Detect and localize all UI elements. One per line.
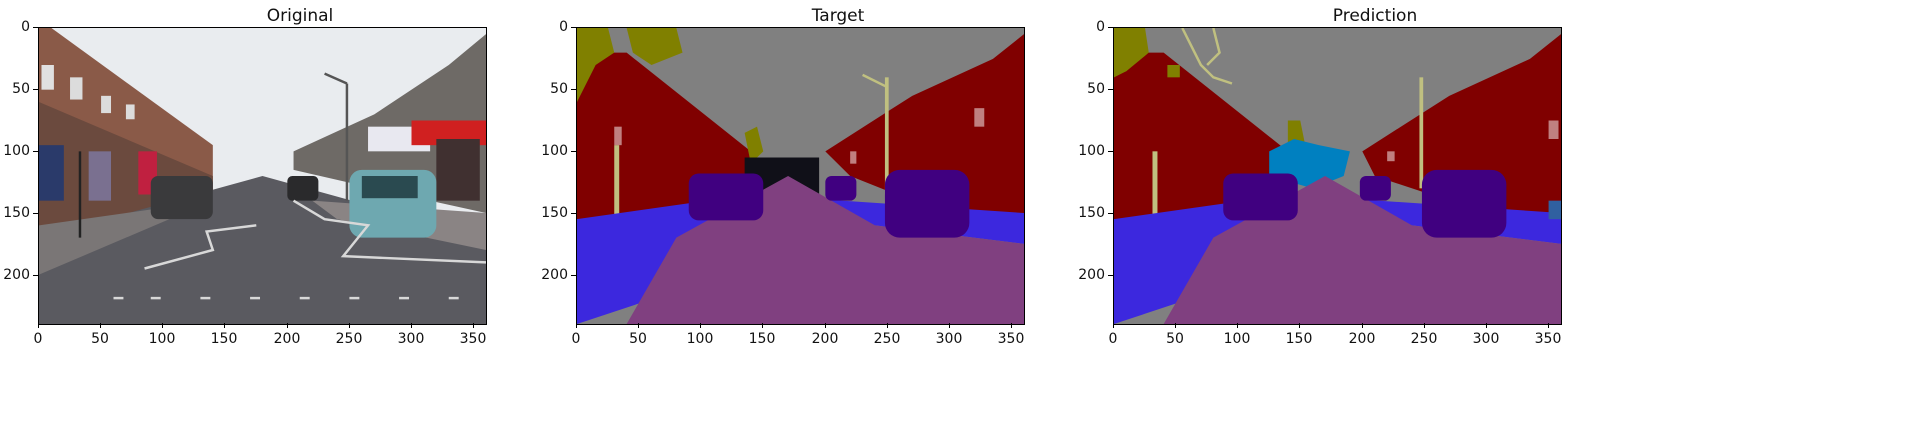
y-tick: 100 (1078, 143, 1105, 159)
x-tick: 250 (1410, 331, 1438, 347)
x-tick: 300 (397, 331, 425, 347)
x-tick: 50 (91, 331, 109, 347)
y-tick: 0 (559, 19, 568, 35)
y-tick: 150 (1078, 205, 1105, 221)
panel-prediction: Prediction (1075, 0, 1675, 430)
x-tick: 0 (571, 331, 581, 347)
y-tick: 50 (1087, 81, 1105, 97)
x-tick: 350 (459, 331, 487, 347)
x-tick: 250 (873, 331, 901, 347)
x-tick: 150 (748, 331, 776, 347)
y-tick: 100 (3, 143, 30, 159)
x-tick: 350 (997, 331, 1025, 347)
y-tick: 200 (1078, 267, 1105, 283)
y-tick: 50 (550, 81, 568, 97)
y-tick: 50 (12, 81, 30, 97)
prediction-mask-image (1113, 27, 1562, 325)
x-tick: 100 (1223, 331, 1251, 347)
y-tick: 0 (1096, 19, 1105, 35)
x-tick: 250 (335, 331, 363, 347)
x-tick: 300 (935, 331, 963, 347)
x-tick: 200 (811, 331, 839, 347)
panel-title-original: Original (266, 6, 334, 26)
x-tick: 50 (1166, 331, 1184, 347)
x-tick: 350 (1534, 331, 1562, 347)
x-tick: 0 (1108, 331, 1118, 347)
x-tick: 100 (148, 331, 176, 347)
y-tick: 200 (3, 267, 30, 283)
y-tick: 150 (3, 205, 30, 221)
x-tick: 100 (686, 331, 714, 347)
y-tick: 150 (541, 205, 568, 221)
x-tick: 200 (1348, 331, 1376, 347)
x-tick: 150 (210, 331, 238, 347)
panel-title-prediction: Prediction (1332, 6, 1418, 26)
x-tick: 50 (629, 331, 647, 347)
x-tick: 0 (33, 331, 43, 347)
y-tick: 0 (21, 19, 30, 35)
y-tick: 100 (541, 143, 568, 159)
original-image (38, 27, 487, 325)
panel-original: Original (0, 0, 600, 430)
x-tick: 150 (1285, 331, 1313, 347)
x-tick: 200 (273, 331, 301, 347)
panel-target: Target (538, 0, 1138, 430)
panel-title-target: Target (811, 6, 865, 26)
target-mask-image (576, 27, 1025, 325)
x-tick: 300 (1472, 331, 1500, 347)
y-tick: 200 (541, 267, 568, 283)
